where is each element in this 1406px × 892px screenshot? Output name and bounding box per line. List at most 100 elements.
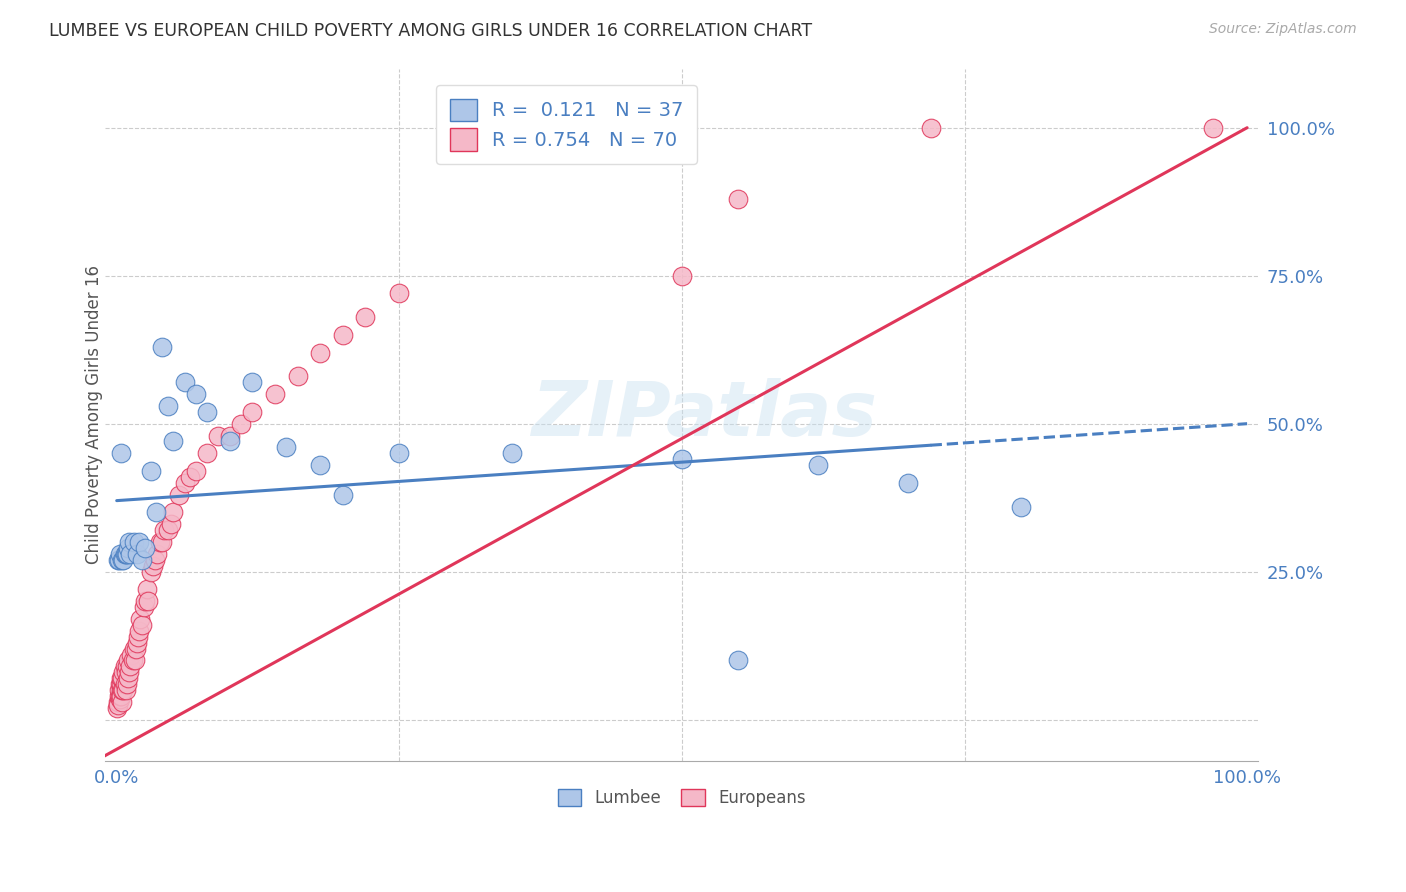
- Point: [156, 399, 179, 413]
- Point: [160, 517, 183, 532]
- Point: [115, 659, 138, 673]
- Point: [125, 641, 148, 656]
- Point: [131, 553, 153, 567]
- Point: [139, 464, 162, 478]
- Point: [125, 547, 148, 561]
- Point: [264, 387, 287, 401]
- Point: [388, 286, 411, 301]
- Point: [727, 653, 749, 667]
- Point: [107, 698, 129, 712]
- Point: [108, 683, 131, 698]
- Point: [120, 659, 142, 673]
- Point: [110, 689, 132, 703]
- Point: [806, 458, 828, 472]
- Point: [114, 547, 136, 561]
- Point: [727, 192, 749, 206]
- Point: [184, 387, 207, 401]
- Point: [110, 683, 132, 698]
- Point: [309, 345, 332, 359]
- Point: [167, 488, 190, 502]
- Point: [122, 535, 145, 549]
- Point: [114, 547, 136, 561]
- Point: [162, 506, 184, 520]
- Point: [107, 695, 129, 709]
- Point: [115, 677, 138, 691]
- Point: [671, 452, 693, 467]
- Point: [240, 405, 263, 419]
- Point: [229, 417, 252, 431]
- Point: [143, 553, 166, 567]
- Point: [146, 547, 169, 561]
- Text: LUMBEE VS EUROPEAN CHILD POVERTY AMONG GIRLS UNDER 16 CORRELATION CHART: LUMBEE VS EUROPEAN CHILD POVERTY AMONG G…: [49, 22, 813, 40]
- Point: [115, 547, 138, 561]
- Point: [105, 701, 128, 715]
- Point: [118, 665, 141, 680]
- Point: [132, 600, 155, 615]
- Point: [1202, 120, 1225, 135]
- Point: [108, 689, 131, 703]
- Point: [128, 535, 150, 549]
- Point: [207, 428, 229, 442]
- Point: [110, 677, 132, 691]
- Point: [122, 641, 145, 656]
- Point: [134, 541, 156, 555]
- Point: [127, 630, 149, 644]
- Point: [108, 553, 131, 567]
- Point: [107, 553, 129, 567]
- Point: [287, 369, 309, 384]
- Point: [120, 648, 142, 662]
- Point: [134, 594, 156, 608]
- Point: [162, 434, 184, 449]
- Point: [240, 376, 263, 390]
- Point: [671, 268, 693, 283]
- Point: [121, 653, 143, 667]
- Point: [173, 376, 195, 390]
- Point: [354, 310, 377, 325]
- Point: [150, 340, 173, 354]
- Point: [117, 671, 139, 685]
- Point: [145, 506, 167, 520]
- Point: [117, 653, 139, 667]
- Point: [156, 523, 179, 537]
- Point: [173, 475, 195, 490]
- Point: [111, 553, 134, 567]
- Point: [124, 653, 146, 667]
- Point: [125, 636, 148, 650]
- Point: [142, 558, 165, 573]
- Point: [112, 665, 135, 680]
- Point: [128, 624, 150, 638]
- Point: [153, 523, 176, 537]
- Point: [184, 464, 207, 478]
- Point: [114, 659, 136, 673]
- Point: [501, 446, 523, 460]
- Point: [218, 428, 240, 442]
- Point: [111, 683, 134, 698]
- Point: [149, 535, 172, 549]
- Point: [129, 612, 152, 626]
- Point: [117, 541, 139, 555]
- Text: ZIPatlas: ZIPatlas: [531, 378, 877, 452]
- Point: [136, 582, 159, 597]
- Point: [388, 446, 411, 460]
- Point: [114, 683, 136, 698]
- Point: [108, 547, 131, 561]
- Point: [131, 618, 153, 632]
- Point: [114, 665, 136, 680]
- Point: [139, 565, 162, 579]
- Point: [138, 594, 160, 608]
- Point: [195, 446, 218, 460]
- Point: [110, 671, 132, 685]
- Point: [179, 470, 201, 484]
- Y-axis label: Child Poverty Among Girls Under 16: Child Poverty Among Girls Under 16: [86, 265, 103, 565]
- Point: [1010, 500, 1032, 514]
- Point: [276, 441, 298, 455]
- Point: [108, 677, 131, 691]
- Legend: Lumbee, Europeans: Lumbee, Europeans: [550, 780, 814, 815]
- Point: [108, 689, 131, 703]
- Point: [897, 475, 920, 490]
- Point: [218, 434, 240, 449]
- Point: [111, 695, 134, 709]
- Point: [332, 488, 354, 502]
- Point: [114, 677, 136, 691]
- Point: [111, 671, 134, 685]
